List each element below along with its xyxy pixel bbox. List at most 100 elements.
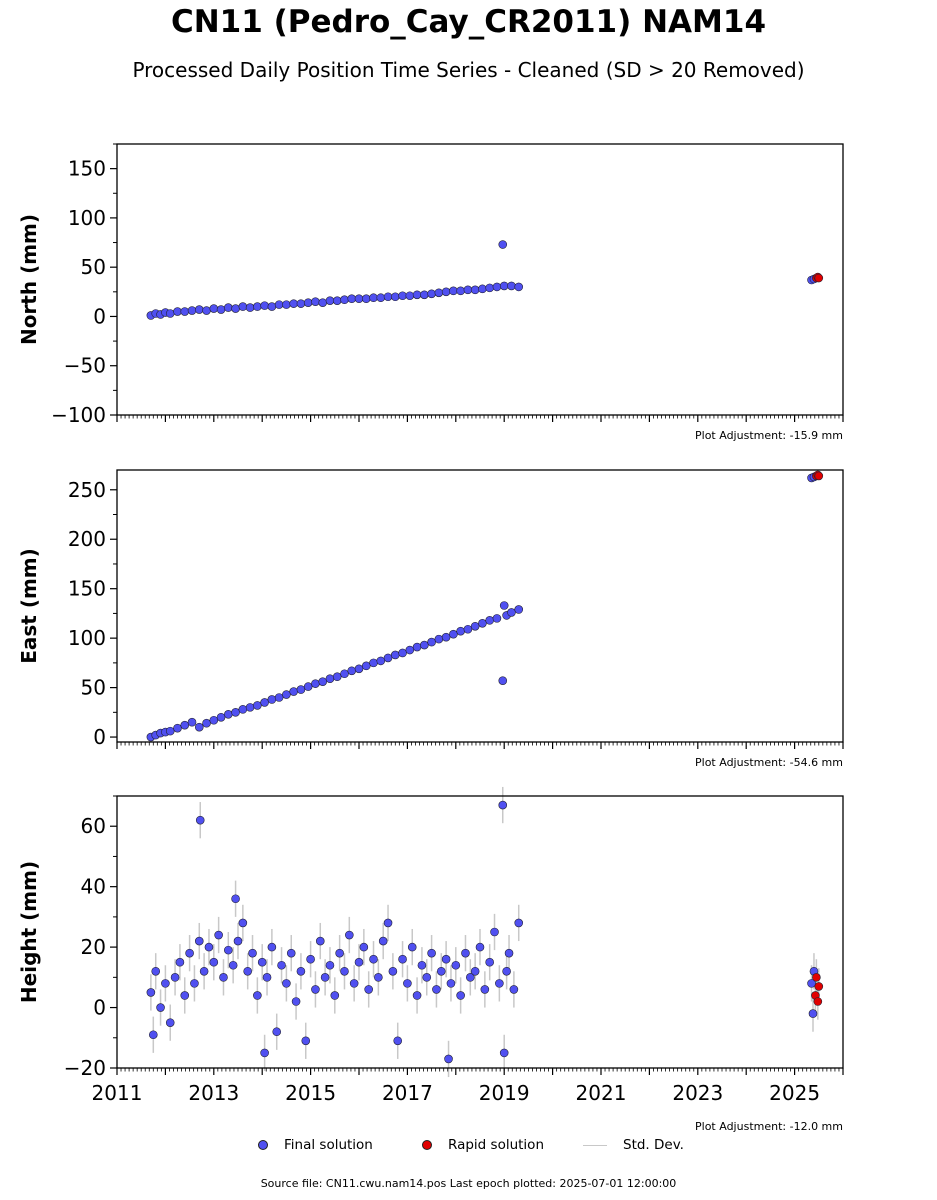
final-point (412, 290, 422, 300)
final-point (470, 621, 480, 631)
rapid-point (812, 973, 821, 982)
final-point (165, 1018, 175, 1027)
final-point (499, 1048, 509, 1058)
final-point (507, 608, 516, 617)
final-point (808, 1009, 818, 1018)
final-point (194, 722, 204, 732)
final-point (199, 966, 209, 976)
final-point (388, 966, 398, 976)
final-point (286, 948, 296, 958)
plot-frame (116, 469, 844, 743)
final-point (441, 632, 451, 642)
final-point (498, 800, 508, 810)
final-point (349, 979, 359, 988)
final-point (231, 708, 240, 717)
final-point (245, 703, 255, 712)
final-point (369, 658, 378, 668)
final-point (509, 985, 519, 994)
final-point (441, 287, 451, 297)
final-point (436, 966, 446, 976)
chart-title: CN11 (Pedro_Cay_CR2011) NAM14 (170, 4, 767, 40)
final-point (369, 954, 378, 964)
final-point (456, 991, 465, 1000)
final-point (470, 285, 480, 295)
final-point (347, 294, 357, 304)
final-point (185, 948, 194, 958)
final-point (427, 289, 436, 299)
final-point (378, 936, 388, 946)
final-point (420, 290, 429, 300)
final-point (398, 291, 407, 301)
final-point (480, 985, 490, 994)
legend: Final solution Rapid solution Std. Dev. (250, 1137, 710, 1157)
final-point (325, 296, 335, 305)
final-point (315, 936, 325, 946)
legend-rapid-label: Rapid solution (448, 1137, 544, 1153)
final-point (190, 979, 199, 988)
final-point (260, 301, 269, 310)
rapid-point (813, 997, 823, 1006)
final-point (245, 303, 255, 312)
plot-adjustment-label: Plot Adjustment: -54.6 mm (695, 756, 843, 769)
final-point (161, 979, 170, 988)
final-point (807, 979, 816, 988)
x-tick-label: 2017 (382, 1081, 433, 1105)
final-point (149, 1030, 158, 1040)
final-point (490, 927, 499, 937)
y-tick-label: 100 (68, 626, 106, 650)
final-point (449, 629, 458, 639)
final-point (224, 303, 233, 312)
final-point (267, 942, 277, 952)
final-point (173, 307, 182, 316)
final-point (325, 674, 335, 683)
x-tick-label: 2025 (769, 1081, 820, 1105)
final-point (209, 304, 219, 313)
final-point (228, 960, 238, 970)
final-point (407, 942, 417, 952)
final-point (376, 656, 386, 666)
source-footer: Source file: CN11.cwu.nam14.pos Last epo… (260, 1177, 677, 1190)
y-tick-label: −50 (64, 354, 106, 378)
final-point (180, 307, 190, 316)
final-point (267, 695, 277, 704)
final-point (340, 966, 349, 976)
final-point (320, 973, 330, 982)
final-point (432, 985, 441, 994)
final-point (311, 297, 320, 306)
final-point (291, 997, 301, 1006)
final-point (204, 942, 214, 952)
final-point (296, 685, 306, 694)
final-point (214, 930, 223, 940)
final-point (209, 957, 219, 967)
final-point (332, 296, 342, 305)
final-point (330, 991, 340, 1000)
final-point (262, 973, 272, 982)
final-point (412, 642, 422, 652)
final-point (165, 309, 175, 318)
final-point (311, 679, 320, 688)
final-point (187, 717, 197, 727)
y-tick-label: 50 (81, 676, 106, 700)
panel-north: −100 −50 0 50 100 150 North (mm) Plot Adjustmen… (17, 143, 844, 442)
legend-rapid-marker (422, 1140, 432, 1150)
final-point (238, 705, 248, 714)
final-point (194, 305, 204, 314)
final-point (248, 948, 257, 958)
final-point (296, 966, 306, 976)
final-point (146, 988, 156, 997)
final-point (296, 299, 306, 308)
x-tick-label: 2021 (576, 1081, 627, 1105)
final-point (180, 720, 190, 730)
final-point (301, 1036, 311, 1046)
final-point (216, 712, 226, 722)
final-point (311, 985, 320, 994)
y-tick-label: 150 (68, 157, 106, 181)
final-point (325, 960, 335, 970)
final-point (238, 918, 248, 928)
final-point (495, 979, 504, 988)
panel-east: 0 50 100 150 200 250 East (mm) Plot Adjustment:… (17, 469, 844, 769)
final-point (412, 991, 422, 1000)
final-point (340, 669, 349, 679)
final-point (253, 991, 262, 1000)
